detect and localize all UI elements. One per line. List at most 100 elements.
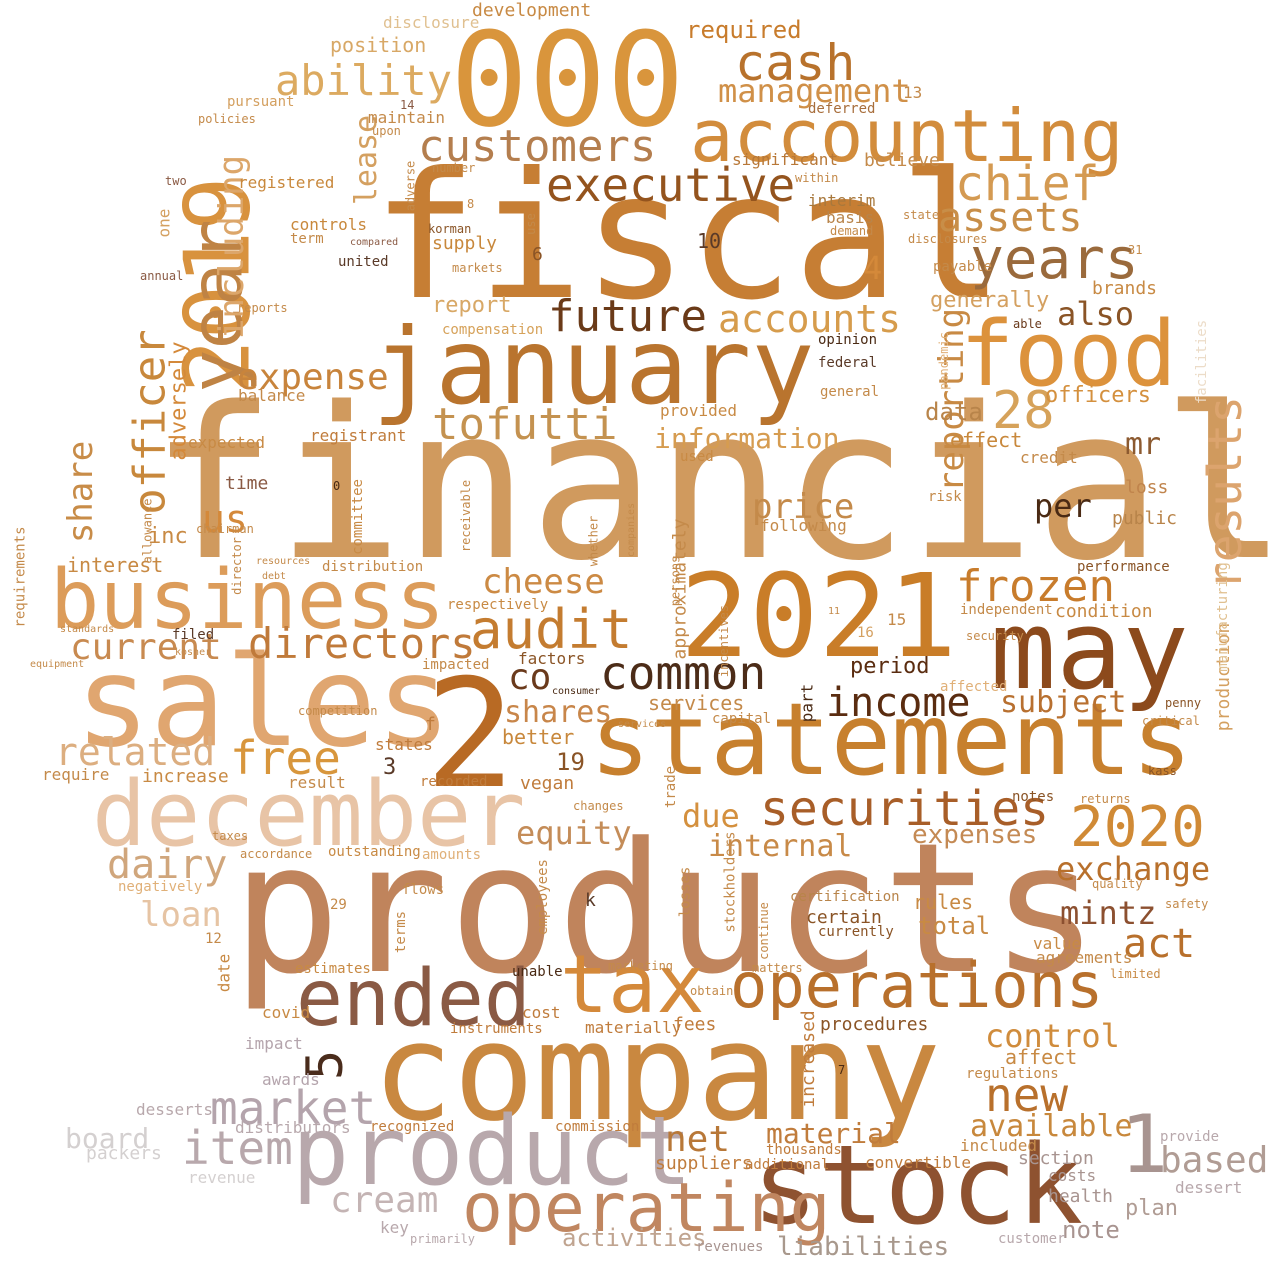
word-business: business bbox=[50, 553, 445, 648]
word-results: results bbox=[1197, 396, 1252, 590]
word-korman: korman bbox=[428, 222, 472, 236]
word-19: 19 bbox=[556, 748, 585, 776]
word-federal: federal bbox=[818, 355, 878, 371]
word-directors: directors bbox=[248, 619, 476, 668]
word-tofutti: tofutti bbox=[432, 399, 618, 450]
word-competition: competition bbox=[298, 704, 378, 718]
word-cheese: cheese bbox=[482, 562, 605, 602]
word-recognized: recognized bbox=[370, 1119, 455, 1135]
word-available: available bbox=[970, 1109, 1133, 1144]
word-expense: expense bbox=[237, 357, 389, 398]
word-better: better bbox=[502, 725, 575, 749]
word-equipment: equipment bbox=[30, 659, 85, 670]
word-kass: kass bbox=[1148, 764, 1177, 778]
word-credit: credit bbox=[1020, 448, 1078, 467]
word-29: 29 bbox=[330, 897, 347, 913]
word-suppliers: suppliers bbox=[655, 1153, 753, 1174]
word-policies: policies bbox=[198, 112, 256, 126]
word-significant: significant bbox=[732, 150, 838, 169]
word-opinion: opinion bbox=[818, 332, 878, 348]
word-market: market bbox=[210, 1081, 377, 1135]
word-services: services bbox=[648, 691, 745, 715]
word-2: 2 bbox=[425, 648, 516, 822]
word-plan: plan bbox=[1125, 1196, 1178, 1221]
word-debt: debt bbox=[262, 571, 287, 582]
word-thousands: thousands bbox=[766, 1142, 842, 1158]
word-limited: limited bbox=[1110, 967, 1161, 981]
word-price: price bbox=[752, 487, 855, 527]
word-respectively: respectively bbox=[447, 597, 549, 613]
word-rules: rules bbox=[913, 890, 974, 914]
word-two: two bbox=[165, 174, 187, 188]
word-chairman: chairman bbox=[196, 522, 254, 536]
word-cost: cost bbox=[522, 1003, 561, 1022]
word-date: date bbox=[214, 953, 234, 993]
word-product: product bbox=[292, 1097, 693, 1207]
word-material: material bbox=[766, 1117, 901, 1150]
word-procedures: procedures bbox=[820, 1014, 929, 1035]
word-provided: provided bbox=[660, 401, 738, 420]
word-facilities: facilities bbox=[1194, 319, 1211, 405]
word-risk: risk bbox=[928, 489, 962, 505]
word-primarily: primarily bbox=[410, 1232, 476, 1246]
word-convertible: convertible bbox=[865, 1153, 971, 1172]
word-december: december bbox=[92, 762, 526, 867]
word-matters: matters bbox=[752, 961, 803, 975]
word-reports: reports bbox=[237, 301, 288, 315]
word-operations: operations bbox=[730, 949, 1104, 1022]
word-negatively: negatively bbox=[118, 879, 203, 895]
word-act: act bbox=[1123, 921, 1196, 967]
word-services-2: services bbox=[618, 719, 667, 730]
word-common: common bbox=[600, 646, 767, 700]
word-one: one bbox=[154, 208, 174, 238]
word-new: new bbox=[985, 1068, 1069, 1122]
word-income: income bbox=[826, 680, 971, 726]
word-10: 10 bbox=[697, 229, 722, 253]
word-12: 12 bbox=[205, 931, 222, 947]
word-marketing: marketing bbox=[608, 959, 674, 973]
word-changes: changes bbox=[573, 799, 624, 813]
word-consumer: consumer bbox=[552, 686, 601, 697]
word-basis: basis bbox=[826, 208, 875, 227]
word-28: 28 bbox=[992, 381, 1055, 441]
word-flows: flows bbox=[402, 882, 445, 898]
word-taxes: taxes bbox=[212, 829, 249, 843]
word-generally: generally bbox=[930, 288, 1050, 313]
word-agreements: agreements bbox=[1036, 948, 1133, 967]
word-fees: fees bbox=[673, 1014, 717, 1035]
word-continue: continue bbox=[756, 902, 771, 960]
word-executive: executive bbox=[546, 158, 796, 212]
word-subject: subject bbox=[1000, 685, 1127, 720]
word-impacted: impacted bbox=[422, 657, 490, 673]
word-assets: assets bbox=[938, 195, 1083, 241]
word-upon: upon bbox=[372, 124, 401, 138]
word-audit: audit bbox=[470, 598, 633, 661]
word-public: public bbox=[1112, 508, 1178, 529]
word-frozen: frozen bbox=[956, 561, 1115, 612]
word-registrant: registrant bbox=[310, 426, 407, 445]
word-obtain: obtain bbox=[690, 984, 734, 998]
word-7: 7 bbox=[838, 1063, 846, 1077]
word-total: total bbox=[918, 912, 991, 940]
word-equity: equity bbox=[516, 814, 632, 852]
word-markets: markets bbox=[452, 261, 503, 275]
word-factors: factors bbox=[518, 649, 586, 668]
word-time: time bbox=[225, 473, 269, 494]
word-may: may bbox=[990, 586, 1189, 714]
word-4: 4 bbox=[863, 249, 883, 287]
word-packers: packers bbox=[86, 1143, 162, 1164]
word-chief: chief bbox=[955, 156, 1100, 212]
word-within: within bbox=[795, 171, 839, 185]
word-penny: penny bbox=[1165, 696, 1202, 710]
word-accounts: accounts bbox=[718, 297, 902, 341]
word-compared: compared bbox=[350, 237, 399, 248]
word-per: per bbox=[1034, 487, 1092, 525]
word-mintz: mintz bbox=[1060, 894, 1157, 932]
word-position: position bbox=[330, 33, 427, 57]
word-securities: securities bbox=[760, 781, 1049, 837]
word-independent: independent bbox=[960, 602, 1053, 618]
word-amounts: amounts bbox=[422, 847, 482, 863]
word-recorded: recorded bbox=[420, 774, 488, 790]
word-certification: certification bbox=[790, 889, 900, 905]
word-used: used bbox=[680, 449, 714, 465]
